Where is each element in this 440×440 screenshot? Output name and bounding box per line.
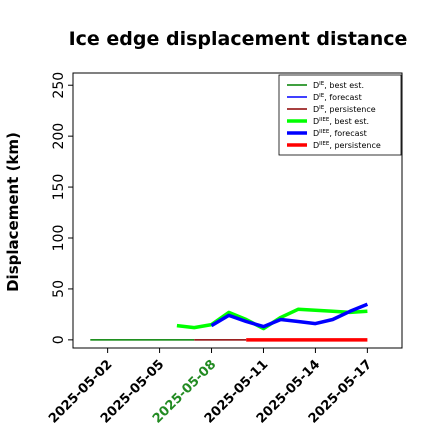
y-axis-label: Displacement (km) bbox=[4, 132, 22, 292]
y-tick-label: 150 bbox=[51, 174, 67, 201]
legend-label: DIE, best est. bbox=[313, 81, 364, 90]
y-tick-label: 0 bbox=[51, 335, 67, 344]
legend-label: DIIEE, forecast bbox=[313, 129, 367, 138]
y-axis: 0 50 100 150 200 250 bbox=[51, 72, 73, 344]
y-tick-label: 200 bbox=[51, 123, 67, 150]
y-tick-label: 100 bbox=[51, 225, 67, 252]
legend-box bbox=[278, 74, 402, 156]
legend-label: DIE, persistence bbox=[313, 105, 376, 114]
legend-label: DIIEE, persistence bbox=[313, 141, 381, 150]
legend-label: DIE, forecast bbox=[313, 93, 362, 102]
series-line-4 bbox=[210, 302, 369, 329]
legend-label: DIIEE, best est. bbox=[313, 117, 369, 126]
plot-frame bbox=[72, 72, 403, 349]
y-tick-label: 250 bbox=[51, 72, 67, 99]
x-axis: 2025-05-022025-05-052025-05-082025-05-11… bbox=[46, 348, 375, 427]
plot-lines bbox=[90, 302, 369, 342]
y-tick-label: 50 bbox=[51, 280, 67, 298]
series-line-3 bbox=[176, 307, 368, 331]
chart-title: Ice edge displacement distance bbox=[69, 28, 408, 50]
legend: DIE, best est. DIE, forecast DIE, persiste… bbox=[278, 74, 402, 156]
